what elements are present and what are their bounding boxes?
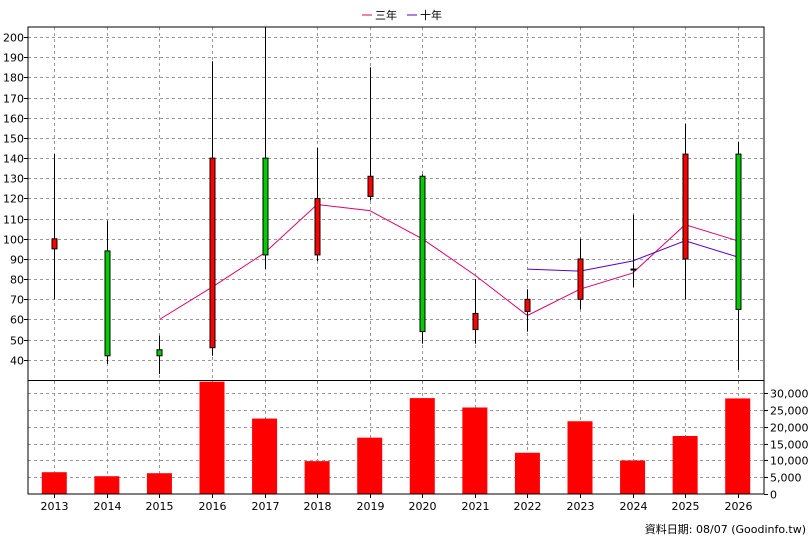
volume-tick-label: 0 <box>770 489 777 502</box>
volume-tick-label: 15,000 <box>770 439 808 452</box>
volume-tick-label: 25,000 <box>770 405 808 418</box>
volume-axis-ticks: 30,000 25,000 20,000 15,000 10,000 5,000 0 <box>764 388 808 502</box>
volume-bar <box>620 460 646 494</box>
price-tick-label: 130 <box>3 173 24 186</box>
volume-bar <box>41 472 67 494</box>
candle-body <box>51 238 58 250</box>
legend: 三年 十年 <box>362 8 442 22</box>
volume-bar <box>514 452 540 494</box>
year-tick-label: 2015 <box>146 500 174 513</box>
price-tick-label: 110 <box>3 214 24 227</box>
volume-bar <box>409 398 435 494</box>
price-tick-label: 160 <box>3 113 24 126</box>
legend-label-three-year: 三年 <box>375 8 397 22</box>
price-tick-label: 150 <box>3 133 24 146</box>
price-tick-label: 180 <box>3 72 24 85</box>
price-tick-label: 70 <box>10 294 24 307</box>
price-tick-label: 50 <box>10 335 24 348</box>
volume-bar <box>672 435 698 494</box>
price-tick-label: 200 <box>3 32 24 45</box>
candle-body <box>630 268 637 271</box>
volume-bar <box>725 398 751 494</box>
price-tick-label: 90 <box>10 254 24 267</box>
candlesticks <box>51 27 742 374</box>
year-tick-label: 2025 <box>672 500 700 513</box>
price-tick-label: 120 <box>3 193 24 206</box>
legend-label-ten-year: 十年 <box>420 8 442 22</box>
year-tick-label: 2022 <box>514 500 542 513</box>
moving-average-lines <box>159 203 738 320</box>
year-tick-label: 2013 <box>41 500 69 513</box>
candle-body <box>524 298 531 312</box>
candle-body <box>472 312 479 331</box>
price-tick-label: 60 <box>10 314 24 327</box>
candle-body <box>735 153 742 310</box>
price-tick-label: 40 <box>10 355 24 368</box>
year-tick-label: 2026 <box>725 500 753 513</box>
volume-tick-label: 10,000 <box>770 455 808 468</box>
year-tick-label: 2023 <box>567 500 595 513</box>
candle-body <box>577 258 584 300</box>
price-tick-label: 80 <box>10 274 24 287</box>
price-axis-ticks: 200 190 180 170 160 150 140 130 120 110 100 90 80 70 6… <box>3 32 28 368</box>
year-axis-ticks: 2013 2014 2015 2016 2017 2018 2019 2020 2021 2022… <box>41 494 753 513</box>
volume-tick-label: 30,000 <box>770 388 808 401</box>
footer-source: 資料日期: 08/07 (Goodinfo.tw) <box>645 522 806 536</box>
series-line <box>527 240 738 272</box>
candle-body <box>314 197 321 256</box>
candle-body <box>262 157 269 256</box>
volume-bar <box>304 461 330 494</box>
candle-body <box>104 250 111 357</box>
candle-body <box>682 153 689 260</box>
year-tick-label: 2014 <box>94 500 122 513</box>
volume-bar <box>94 476 120 494</box>
volume-bars <box>41 381 751 494</box>
year-tick-label: 2016 <box>199 500 227 513</box>
grid-lines <box>28 27 764 494</box>
candle-body <box>367 175 374 197</box>
price-tick-label: 100 <box>3 234 24 247</box>
volume-bar <box>252 418 278 494</box>
volume-bar <box>462 407 488 494</box>
price-tick-label: 190 <box>3 52 24 65</box>
year-tick-label: 2021 <box>462 500 490 513</box>
plot-frame <box>27 26 765 495</box>
year-tick-label: 2018 <box>304 500 332 513</box>
year-tick-label: 2020 <box>409 500 437 513</box>
volume-bar <box>357 437 383 494</box>
volume-bar <box>567 421 593 494</box>
year-tick-label: 2024 <box>620 500 648 513</box>
candle-body <box>419 175 426 333</box>
price-tick-label: 140 <box>3 153 24 166</box>
candle-body <box>156 349 163 357</box>
volume-tick-label: 20,000 <box>770 422 808 435</box>
price-tick-label: 170 <box>3 93 24 106</box>
candle-body <box>209 157 216 349</box>
series-line <box>159 203 738 320</box>
year-tick-label: 2019 <box>357 500 385 513</box>
volume-bar <box>199 381 225 494</box>
volume-bar <box>146 473 172 494</box>
volume-tick-label: 5,000 <box>770 472 802 485</box>
year-tick-label: 2017 <box>252 500 280 513</box>
